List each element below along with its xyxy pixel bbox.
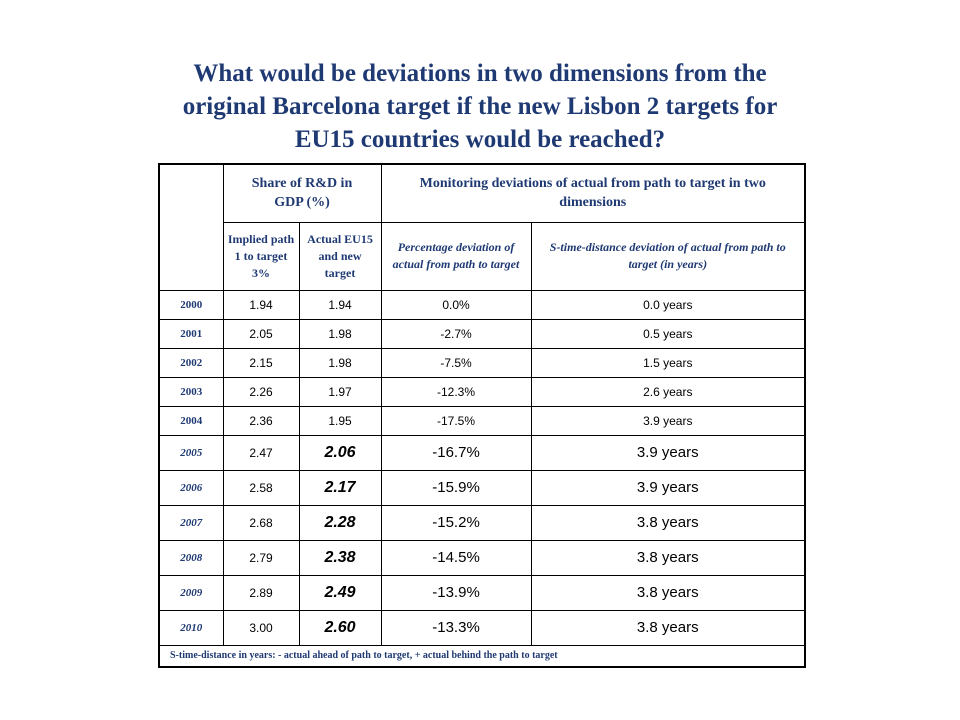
implied-cell: 1.94 (222, 289, 300, 320)
year-cell: 2004 (158, 405, 224, 436)
deviation-table: Share of R&D in GDP (%) Monitoring devia… (158, 163, 807, 668)
table-row: 2004 2.36 1.95 -17.5% 3.9 years (158, 405, 806, 436)
actual-cell: 2.49 (298, 574, 382, 611)
implied-cell: 2.47 (222, 434, 300, 471)
actual-cell: 1.98 (298, 347, 382, 378)
pct-deviation-cell: -15.2% (380, 504, 532, 541)
table-row: 2002 2.15 1.98 -7.5% 1.5 years (158, 347, 806, 378)
implied-path-header: Implied path 1 to target 3% (222, 221, 300, 291)
pct-deviation-header: Percentage deviation of actual from path… (380, 221, 532, 291)
year-cell: 2002 (158, 347, 224, 378)
year-cell: 2003 (158, 376, 224, 407)
implied-cell: 2.36 (222, 405, 300, 436)
table-row: 2009 2.89 2.49 -13.9% 3.8 years (158, 574, 806, 611)
pct-deviation-cell: -14.5% (380, 539, 532, 576)
actual-cell: 1.98 (298, 318, 382, 349)
implied-cell: 2.26 (222, 376, 300, 407)
year-cell: 2006 (158, 469, 224, 506)
actual-cell: 2.06 (298, 434, 382, 471)
time-deviation-cell: 1.5 years (530, 347, 806, 378)
table-row: 2010 3.00 2.60 -13.3% 3.8 years (158, 609, 806, 646)
pct-deviation-cell: 0.0% (380, 289, 532, 320)
table-row: 2003 2.26 1.97 -12.3% 2.6 years (158, 376, 806, 407)
pct-deviation-cell: -2.7% (380, 318, 532, 349)
header-row-groups: Share of R&D in GDP (%) Monitoring devia… (158, 163, 806, 291)
time-deviation-cell: 3.8 years (530, 609, 806, 646)
year-cell: 2010 (158, 609, 224, 646)
table-row: 2001 2.05 1.98 -2.7% 0.5 years (158, 318, 806, 349)
actual-cell: 2.28 (298, 504, 382, 541)
pct-deviation-cell: -15.9% (380, 469, 532, 506)
time-deviation-cell: 3.8 years (530, 539, 806, 576)
time-deviation-cell: 0.0 years (530, 289, 806, 320)
table-footnote: S-time-distance in years: - actual ahead… (158, 644, 806, 668)
time-deviation-cell: 3.9 years (530, 434, 806, 471)
pct-deviation-cell: -7.5% (380, 347, 532, 378)
time-deviation-cell: 3.9 years (530, 469, 806, 506)
slide-title: What would be deviations in two dimensio… (140, 57, 820, 156)
implied-cell: 2.15 (222, 347, 300, 378)
actual-header: Actual EU15 and new target (298, 221, 382, 291)
table-row: 2007 2.68 2.28 -15.2% 3.8 years (158, 504, 806, 541)
table-row: 2008 2.79 2.38 -14.5% 3.8 years (158, 539, 806, 576)
actual-cell: 1.94 (298, 289, 382, 320)
actual-cell: 2.60 (298, 609, 382, 646)
title-line-2: original Barcelona target if the new Lis… (182, 93, 778, 120)
time-deviation-cell: 3.8 years (530, 504, 806, 541)
share-header: Share of R&D in GDP (%) (222, 163, 382, 223)
time-deviation-header: S-time-distance deviation of actual from… (530, 221, 806, 291)
implied-cell: 2.68 (222, 504, 300, 541)
actual-cell: 2.17 (298, 469, 382, 506)
pct-deviation-cell: -16.7% (380, 434, 532, 471)
header-row-columns: Implied path 1 to target 3% Actual EU15 … (159, 221, 806, 291)
implied-cell: 3.00 (222, 609, 300, 646)
year-cell: 2009 (158, 574, 224, 611)
implied-cell: 2.89 (222, 574, 300, 611)
pct-deviation-cell: -13.3% (380, 609, 532, 646)
time-deviation-cell: 3.9 years (530, 405, 806, 436)
time-deviation-cell: 3.8 years (530, 574, 806, 611)
year-cell: 2000 (158, 289, 224, 320)
corner-cell (158, 163, 224, 291)
title-line-1: What would be deviations in two dimensio… (193, 60, 767, 87)
monitoring-header: Monitoring deviations of actual from pat… (380, 163, 806, 223)
title-line-3: EU15 countries would be reached? (294, 126, 666, 153)
year-cell: 2005 (158, 434, 224, 471)
time-deviation-cell: 2.6 years (530, 376, 806, 407)
note-row: S-time-distance in years: - actual ahead… (158, 644, 806, 668)
pct-deviation-cell: -17.5% (380, 405, 532, 436)
table-row: 2000 1.94 1.94 0.0% 0.0 years (158, 289, 806, 320)
year-cell: 2007 (158, 504, 224, 541)
table-row: 2006 2.58 2.17 -15.9% 3.9 years (158, 469, 806, 506)
year-cell: 2008 (158, 539, 224, 576)
table-row: 2005 2.47 2.06 -16.7% 3.9 years (158, 434, 806, 471)
actual-cell: 1.97 (298, 376, 382, 407)
actual-cell: 2.38 (298, 539, 382, 576)
year-cell: 2001 (158, 318, 224, 349)
implied-cell: 2.58 (222, 469, 300, 506)
pct-deviation-cell: -13.9% (380, 574, 532, 611)
implied-cell: 2.79 (222, 539, 300, 576)
time-deviation-cell: 0.5 years (530, 318, 806, 349)
implied-cell: 2.05 (222, 318, 300, 349)
pct-deviation-cell: -12.3% (380, 376, 532, 407)
actual-cell: 1.95 (298, 405, 382, 436)
